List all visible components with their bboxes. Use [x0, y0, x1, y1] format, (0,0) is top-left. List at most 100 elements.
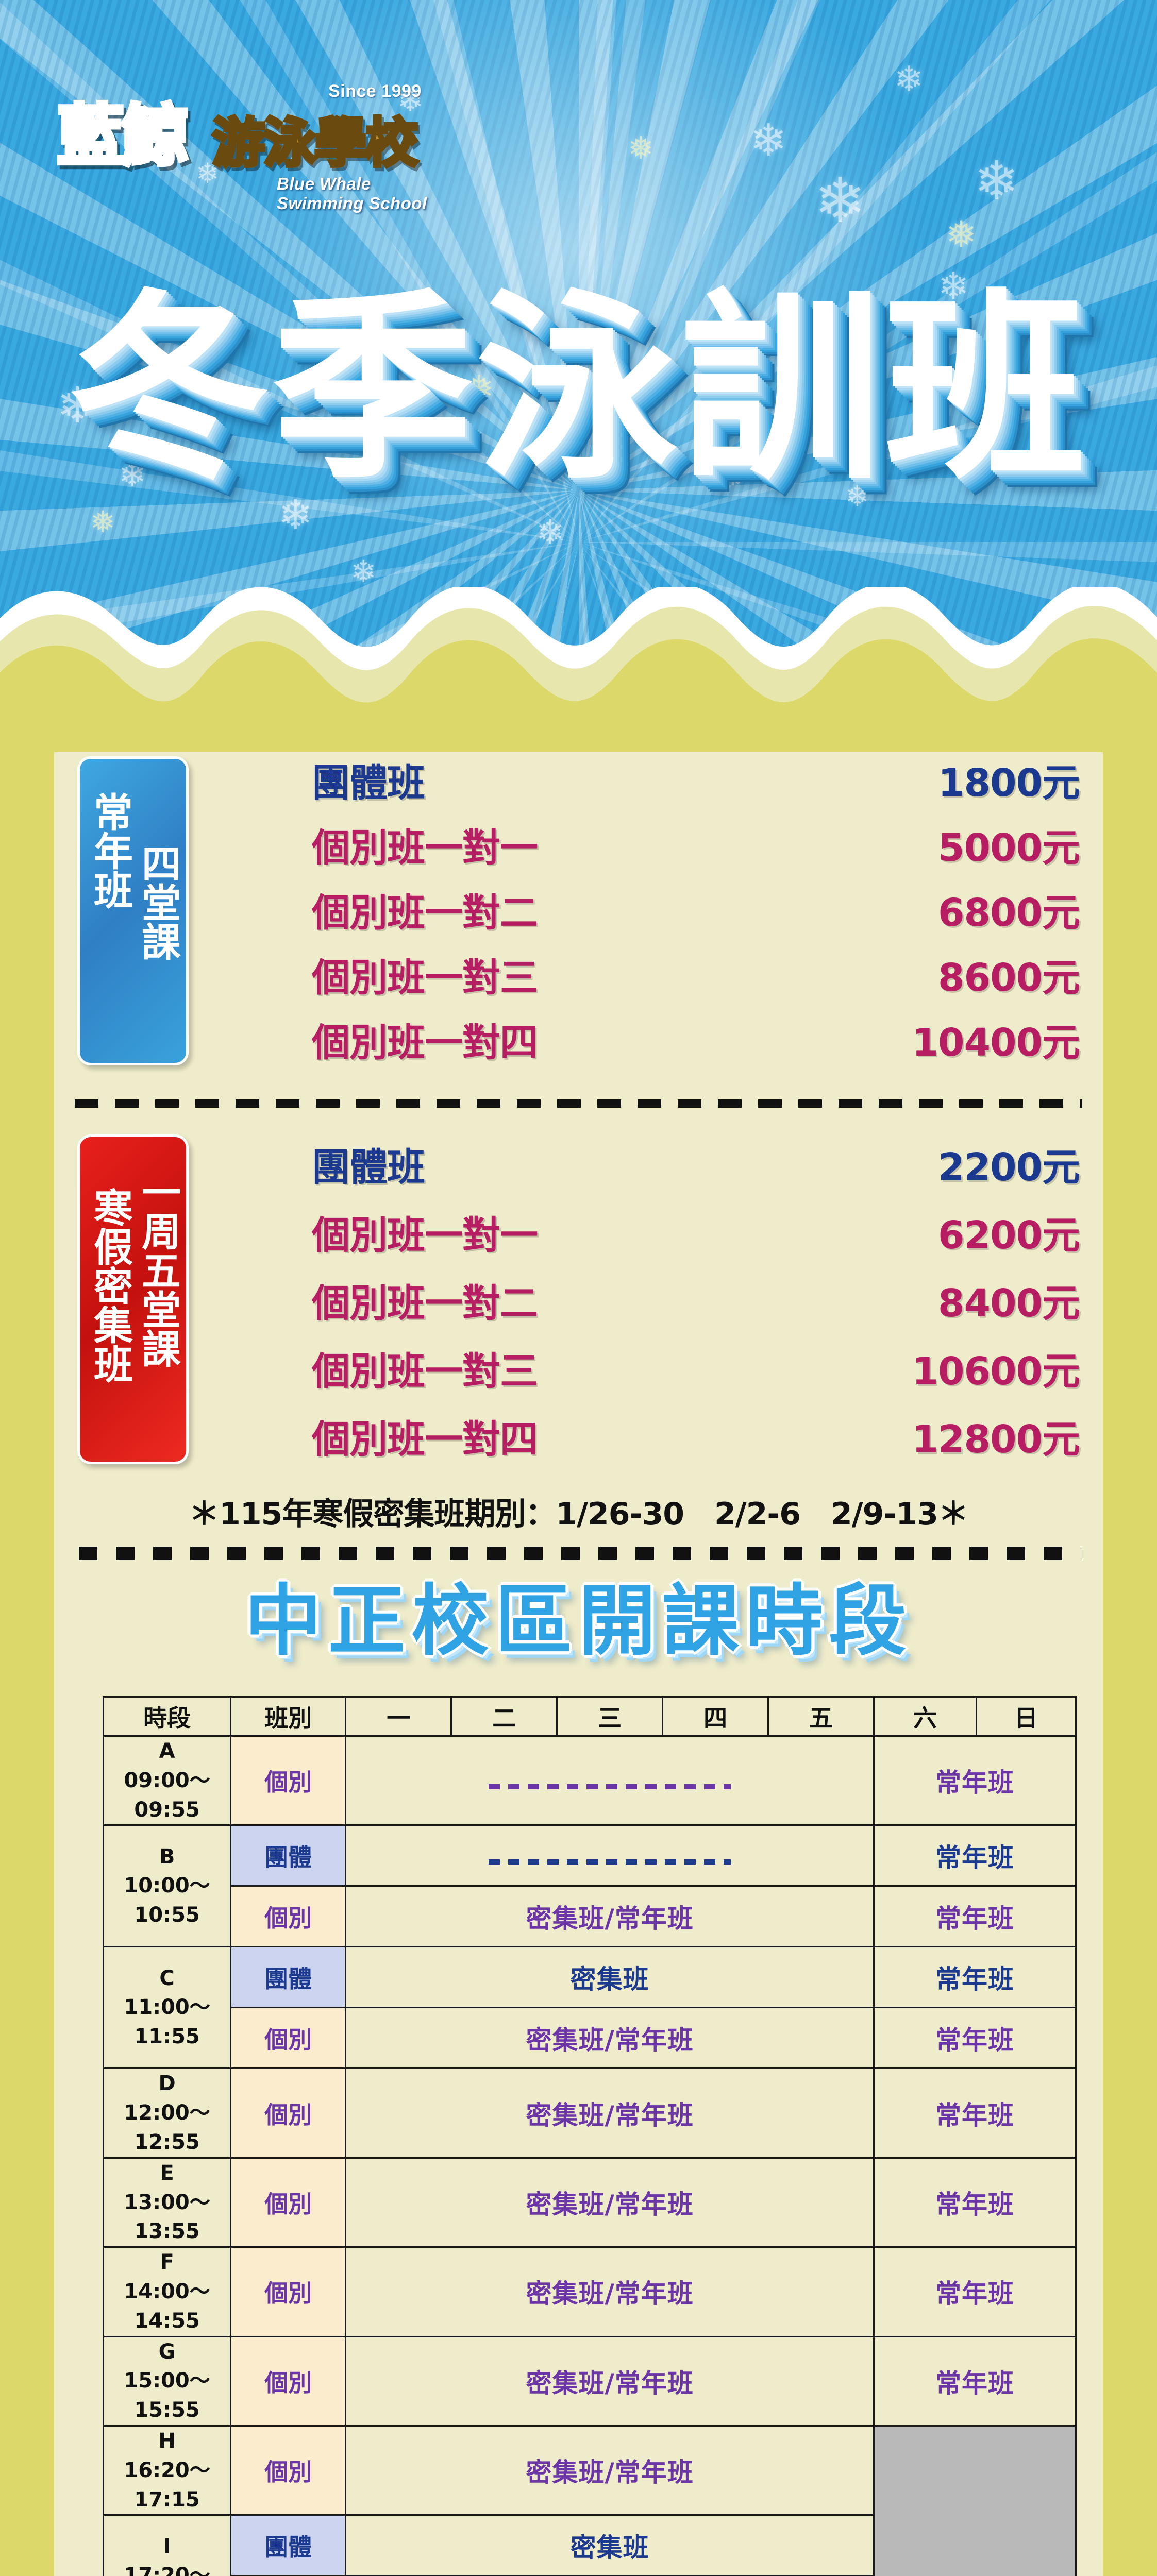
price-row: 個別班一對三 10600元: [312, 1348, 1095, 1395]
timeslot-letter: C: [159, 1966, 175, 1990]
cell-class-type: 個別: [230, 2007, 347, 2070]
logo-chinese-name: 藍鯨: [55, 82, 190, 178]
cell-class-type: 個別: [230, 1735, 347, 1826]
schedule-row: A 09:00～ 09:55 個別 常年班: [102, 1735, 1077, 1826]
timeslot-end: 12:55: [134, 2130, 200, 2154]
badge-winter-col1: 寒假密集班: [87, 1188, 133, 1383]
cell-weekend-classes: 常年班: [873, 2007, 1077, 2070]
timeslot-start: 16:20～: [124, 2458, 210, 2482]
center-glow-decoration: [140, 0, 1017, 665]
col-header-sun: 日: [976, 1696, 1077, 1737]
timeslot-letter: I: [163, 2534, 171, 2558]
logo-english-name: Blue Whale Swimming School: [277, 174, 427, 213]
price-row: 個別班一對二 6800元: [312, 889, 1095, 937]
price-row-name: 個別班一對四: [312, 1021, 538, 1065]
badge-annual-col1: 常年班: [87, 792, 133, 909]
schedule-row: G 15:00～ 15:55 個別 密集班/常年班 常年班: [102, 2335, 1077, 2427]
schedule-row: 個別 密集班/常年班 常年班: [104, 2007, 1077, 2070]
price-row-name: 個別班一對三: [312, 1349, 538, 1394]
price-row-value: 12800元: [912, 1417, 1080, 1462]
schedule-row: H 16:20～ 17:15 個別 密集班/常年班: [102, 2425, 1077, 2576]
cell-weekend-classes: 常年班: [873, 2335, 1077, 2427]
poster-header: ❄ ❄ ❄ ❄ ❄ ❅ ❅ ❄ ❄ ❄ ❄ ❅ ❄ ❄ ❄ ❄ ❅ ❄ 藍鯨 游…: [0, 0, 1157, 665]
timeslot-letter: E: [160, 2161, 174, 2185]
schedule-row: B 10:00～ 10:55 團體常年班: [102, 1824, 1077, 1948]
cell-timeslot: G 15:00～ 15:55: [102, 2335, 232, 2427]
badge-annual-class: 常年班 四堂課: [77, 756, 189, 1065]
cell-weekday-classes: 密集班: [345, 2514, 875, 2576]
price-row-name: 個別班一對一: [312, 1213, 538, 1258]
cell-class-type: 個別: [230, 1885, 347, 1948]
timeslot-start: 17:20～: [124, 2564, 210, 2576]
cell-weekend-classes: 常年班: [873, 2246, 1077, 2337]
wave-divider-decoration: [0, 587, 1157, 752]
schedule-row: E 13:00～ 13:55 個別 密集班/常年班 常年班: [102, 2157, 1077, 2248]
cell-weekday-classes: 密集班: [345, 1946, 875, 2009]
dotted-divider-2: [79, 1547, 1081, 1560]
badge-annual-col2: 四堂課: [135, 843, 181, 961]
timeslot-end: 14:55: [134, 2309, 200, 2333]
schedule-row: 個別 密集班/常年班 常年班: [104, 1885, 1077, 1948]
cell-weekday-classes: 密集班/常年班: [345, 2335, 875, 2427]
schedule-header-row: 時段 班別 一 二 三 四 五 六 日: [102, 1696, 1077, 1737]
cell-weekday-classes: 密集班/常年班: [345, 2246, 875, 2337]
price-row-value: 5000元: [938, 826, 1080, 870]
price-row: 個別班一對四 10400元: [312, 1019, 1095, 1066]
price-row: 個別班一對四 12800元: [312, 1416, 1095, 1463]
timeslot-start: 11:00～: [124, 1995, 210, 2020]
timeslot-start: 10:00～: [124, 1874, 210, 1898]
timeslot-letter: A: [159, 1739, 175, 1763]
cell-weekend-classes: 常年班: [873, 1735, 1077, 1826]
timeslot-end: 15:55: [134, 2398, 200, 2422]
cell-timeslot: H 16:20～ 17:15: [102, 2425, 232, 2516]
col-header-thu: 四: [662, 1696, 769, 1737]
dashed-placeholder: [489, 1784, 731, 1790]
cell-weekend-classes: 常年班: [873, 2067, 1077, 2159]
cell-weekday-classes: 密集班/常年班: [345, 2157, 875, 2248]
timeslot-letter: F: [160, 2250, 174, 2275]
price-row-value: 10600元: [912, 1349, 1080, 1394]
schedule-section-title: 中正校區開課時段: [244, 1577, 913, 1666]
col-header-mon: 一: [345, 1696, 452, 1737]
timeslot-end: 09:55: [134, 1798, 200, 1822]
cell-class-type: 個別: [230, 2425, 347, 2516]
badge-winter-intensive-class: 寒假密集班 一周五堂課: [77, 1134, 189, 1464]
cell-weekday-classes: [345, 1735, 875, 1826]
price-row-value: 6200元: [938, 1213, 1080, 1258]
price-row-name: 團體班: [312, 1145, 425, 1190]
price-row: 個別班一對二 8400元: [312, 1280, 1095, 1327]
price-block-winter-intensive: 寒假密集班 一周五堂課 團體班 2200元 個別班一對一 6200元 個別班一對…: [54, 1134, 1103, 1475]
cell-weekend-classes: 常年班: [873, 1946, 1077, 2009]
price-row: 個別班一對三 8600元: [312, 954, 1095, 1002]
price-row-name: 個別班一對二: [312, 891, 538, 935]
cell-timeslot: E 13:00～ 13:55: [102, 2157, 232, 2248]
cell-timeslot: I17:20～18:15: [102, 2514, 232, 2576]
price-block-annual: 常年班 四堂課 團體班 1800元 個別班一對一 5000元 個別班一對二 68…: [54, 756, 1103, 1076]
badge-winter-col2: 一周五堂課: [135, 1172, 181, 1368]
cell-class-type: 個別: [230, 2246, 347, 2337]
timeslot-end: 10:55: [134, 1903, 200, 1927]
cell-timeslot: C 11:00～ 11:55: [102, 1946, 232, 2070]
cell-weekday-classes: 密集班/常年班: [345, 2425, 875, 2516]
timeslot-start: 14:00～: [124, 2279, 210, 2303]
cell-class-type: 團體: [230, 2514, 347, 2576]
cell-weekend-classes: 常年班: [873, 1885, 1077, 1948]
cell-class-type: 團體: [230, 1824, 347, 1887]
poster-main-title: 冬季泳訓班: [68, 272, 1089, 506]
cell-weekday-classes: 密集班/常年班: [345, 1885, 875, 1948]
timeslot-end: 13:55: [134, 2219, 200, 2244]
winter-session-dates-note: ＊115年寒假密集班期別：1/26-30 2/2-6 2/9-13＊: [189, 1496, 969, 1532]
schedule-row: D 12:00～ 12:55 個別 密集班/常年班 常年班: [102, 2067, 1077, 2159]
col-header-sat: 六: [873, 1696, 978, 1737]
timeslot-start: 15:00～: [124, 2369, 210, 2393]
schedule-row: C 11:00～ 11:55 團體 密集班 常年班: [102, 1946, 1077, 2070]
timeslot-start: 09:00～: [124, 1768, 210, 1792]
price-row: 團體班 1800元: [312, 759, 1095, 807]
price-row-value: 1800元: [938, 761, 1080, 805]
timeslot-letter: B: [159, 1844, 175, 1869]
logo-since-text: Since 1999: [328, 81, 422, 101]
price-row-value: 2200元: [938, 1145, 1080, 1190]
price-row-name: 個別班一對一: [312, 826, 538, 870]
col-header-tue: 二: [450, 1696, 558, 1737]
